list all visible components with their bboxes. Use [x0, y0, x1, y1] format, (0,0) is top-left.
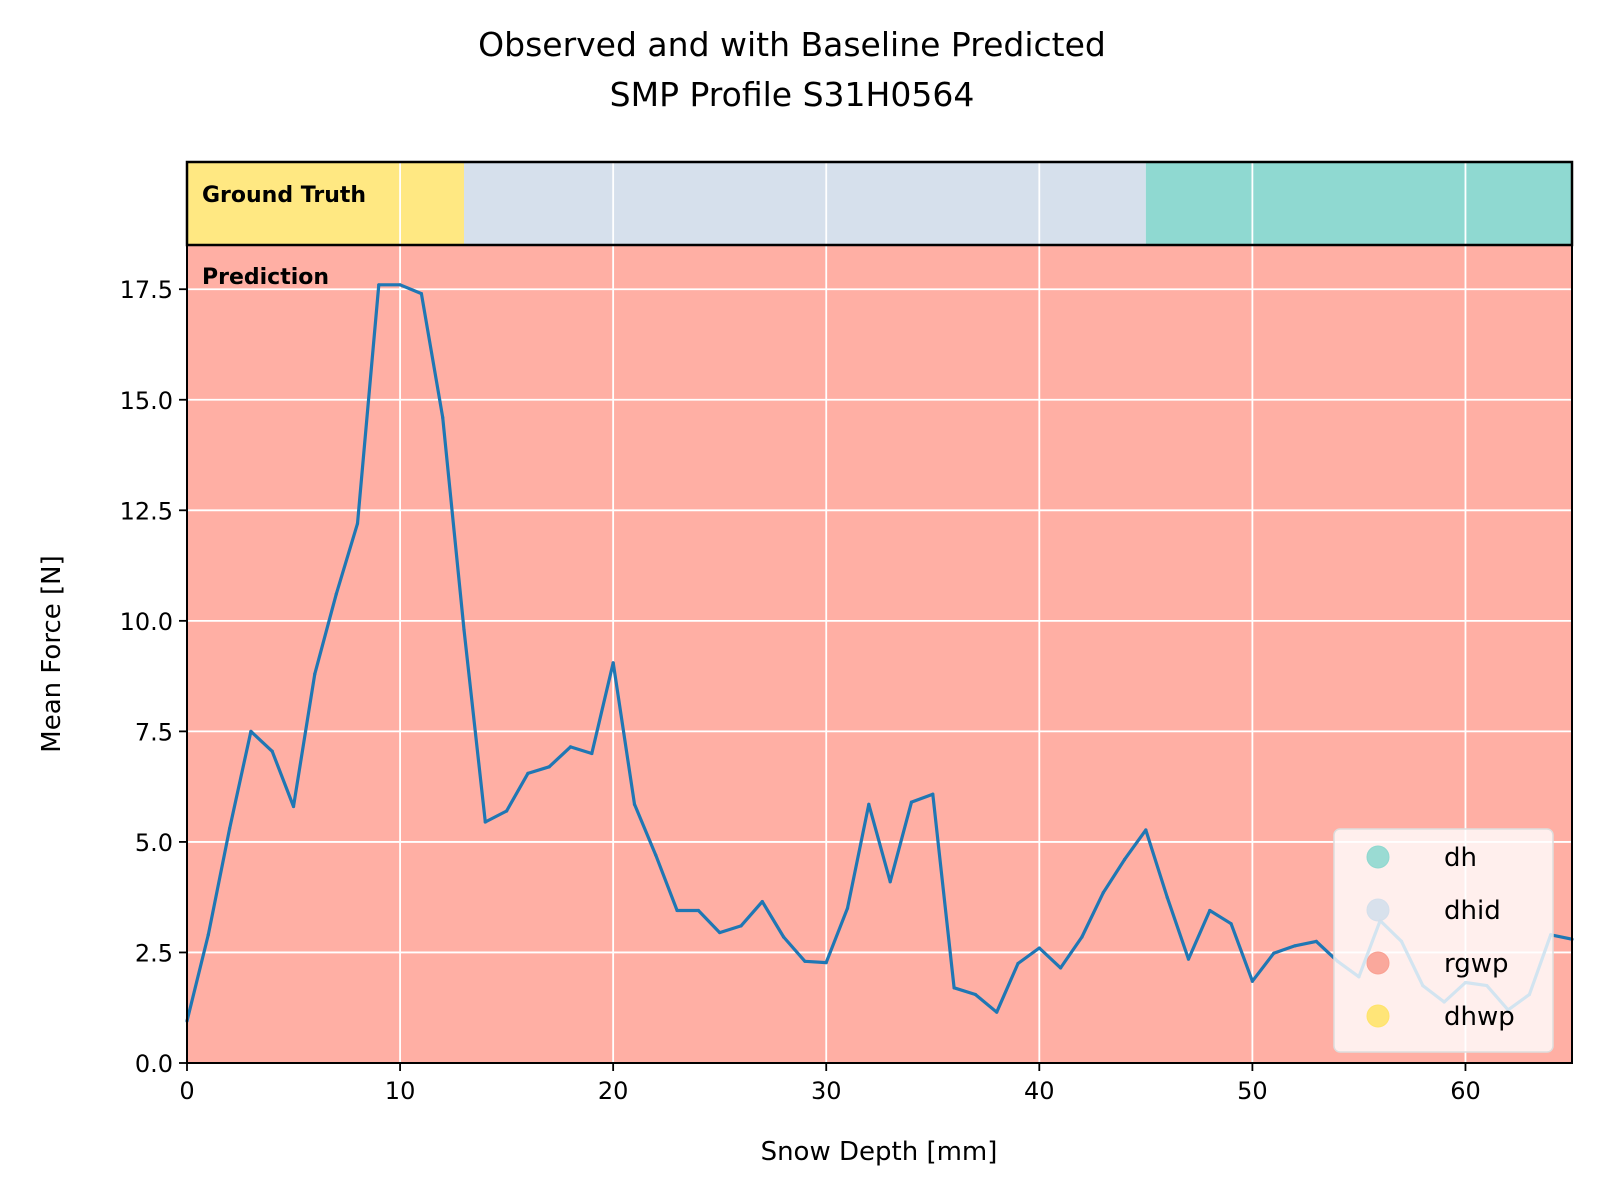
data-point: [291, 804, 296, 809]
y-tick-label: 0.0: [135, 1050, 173, 1078]
data-point: [696, 908, 700, 913]
data-point: [1080, 935, 1084, 939]
data-point: [1272, 951, 1276, 955]
data-point: [355, 521, 360, 526]
y-tick-label: 2.5: [135, 939, 173, 967]
x-tick-label: 40: [1024, 1077, 1055, 1105]
data-point: [1250, 979, 1254, 983]
data-point: [1293, 944, 1297, 948]
data-point: [441, 415, 445, 420]
data-point: [377, 283, 381, 287]
prediction-label: Prediction: [202, 265, 329, 290]
legend-label-dh: dh: [1444, 843, 1477, 873]
data-point: [973, 992, 977, 997]
data-point: [1208, 908, 1212, 913]
data-point: [782, 935, 786, 939]
y-tick-label: 15.0: [120, 387, 173, 415]
x-tick-label: 0: [179, 1077, 194, 1105]
data-point: [718, 930, 722, 935]
data-point: [419, 292, 423, 296]
data-point: [760, 900, 764, 904]
data-point: [313, 672, 317, 676]
ground-truth-strip: [187, 162, 1572, 245]
data-point: [547, 765, 551, 769]
data-point: [632, 802, 637, 806]
x-axis-label: Snow Depth [mm]: [761, 1137, 998, 1167]
data-point: [803, 959, 807, 963]
plot-frame: [186, 244, 1573, 1064]
legend-label-dhwp: dhwp: [1444, 1002, 1515, 1032]
data-point: [675, 908, 679, 913]
ground-truth-segment-dhid: [464, 162, 1146, 245]
legend: dh dhid rgwp dhwp: [1333, 828, 1554, 1053]
data-point: [1101, 891, 1105, 895]
x-tick-label: 50: [1237, 1077, 1268, 1105]
y-tick-label: 12.5: [120, 497, 173, 525]
data-point: [1186, 957, 1191, 961]
ground-truth-segment-dhwp: [187, 162, 464, 245]
chart-title-line-1: Observed and with Baseline Predicted: [478, 25, 1106, 64]
y-tick-label: 10.0: [120, 608, 173, 636]
data-point: [1016, 961, 1020, 966]
data-point: [952, 986, 956, 990]
data-point: [228, 827, 232, 831]
data-point: [739, 924, 743, 928]
x-tick-label: 60: [1450, 1077, 1481, 1105]
data-point: [1037, 946, 1041, 950]
legend-label-dhid: dhid: [1444, 896, 1501, 926]
legend-marker-rgwp: [1366, 951, 1390, 975]
data-point: [505, 809, 509, 813]
data-point: [334, 592, 338, 596]
data-point: [483, 820, 487, 824]
data-point: [1314, 939, 1318, 944]
data-point: [398, 283, 402, 287]
data-point: [270, 749, 274, 753]
data-point: [1122, 858, 1127, 862]
chart-title-line-2: SMP Profile S31H0564: [610, 75, 975, 114]
x-tick-label: 10: [385, 1077, 416, 1105]
ground-truth-label: Ground Truth: [202, 183, 366, 208]
data-point: [995, 1010, 999, 1014]
data-point: [1059, 966, 1063, 970]
legend-marker-dhwp: [1366, 1004, 1390, 1028]
data-point: [1165, 895, 1169, 899]
y-tick-label: 17.5: [120, 276, 173, 304]
legend-box: [1333, 828, 1554, 1053]
data-point: [867, 802, 871, 806]
ground-truth-segment-dh: [1145, 162, 1572, 245]
data-point: [1229, 922, 1233, 926]
data-point: [909, 800, 914, 804]
axes: 0 10 20 30 40 50 60 0.0 2.5 5.0 7.5 10.0 12.5 15.0 17.…: [120, 276, 1481, 1105]
data-point: [590, 751, 594, 756]
legend-label-rgwp: rgwp: [1444, 949, 1509, 979]
data-point: [249, 729, 253, 733]
data-point: [845, 906, 850, 910]
y-tick-label: 7.5: [135, 718, 173, 746]
y-tick-label: 5.0: [135, 829, 173, 857]
data-point: [568, 745, 573, 749]
y-axis-label: Mean Force [N]: [37, 555, 67, 752]
legend-marker-dhid: [1366, 898, 1390, 922]
data-point: [824, 961, 828, 965]
data-point: [462, 628, 466, 632]
data-point: [611, 661, 615, 665]
legend-marker-dh: [1366, 845, 1390, 869]
data-point: [888, 880, 892, 884]
data-point: [654, 853, 658, 857]
data-point: [206, 933, 210, 937]
x-tick-label: 20: [598, 1077, 629, 1105]
data-point: [931, 792, 935, 796]
data-point: [1144, 828, 1148, 832]
x-tick-label: 30: [811, 1077, 842, 1105]
data-point: [526, 771, 530, 775]
